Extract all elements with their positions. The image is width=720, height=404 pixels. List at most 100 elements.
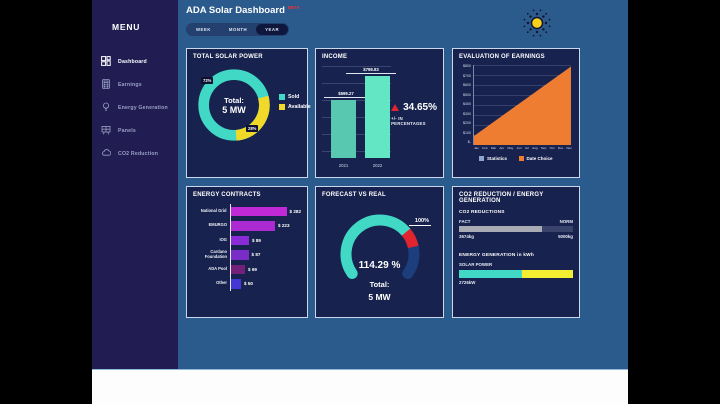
donut-center-text: Total: 5 MW: [222, 95, 246, 115]
main-area: ADA Solar Dashboard BETA WEEK MONTH YEAR: [178, 0, 628, 369]
grid-icon: [101, 53, 111, 71]
date-choice-swatch: [519, 156, 524, 161]
contract-row-other: Other $ 50: [193, 276, 301, 291]
bottom-white-strip: [92, 369, 628, 404]
earnings-area-chart: [473, 65, 571, 145]
gauge-total-label: Total:: [369, 280, 390, 289]
contract-row-ada-pool: ADA Pool $ 69: [193, 262, 301, 277]
menu-list: Dashboard Earnings Energy Generation: [92, 50, 178, 165]
fact-value: 3674kg: [459, 234, 474, 239]
income-bar-2021: [331, 100, 356, 158]
bar-cardano-foundation: [231, 250, 249, 260]
gauge-total-value: 5 MW: [368, 292, 391, 302]
solar-donut-chart: Total: 5 MW 72% 28%: [193, 64, 275, 146]
increase-triangle-icon: [391, 104, 400, 111]
sidebar-item-label: Energy Generation: [118, 104, 168, 111]
legend-item-sold[interactable]: Sold: [279, 94, 311, 100]
panel-title: ENERGY CONTRACTS: [193, 192, 261, 198]
energy-generation-title: ENERGY GENERATION in kWh: [459, 253, 534, 258]
period-tabs: WEEK MONTH YEAR: [186, 23, 290, 36]
sidebar-item-dashboard[interactable]: Dashboard: [92, 50, 178, 73]
income-change-note: +/- IN PERCENTAGES: [391, 116, 426, 126]
cloud-icon: [101, 145, 112, 163]
co2-reductions-title: CO2 REDUCTIONS: [459, 210, 505, 215]
bulb-icon: [101, 99, 111, 117]
page-title: ADA Solar Dashboard BETA: [186, 5, 300, 16]
solar-power-label: SOLAR POWER: [459, 262, 493, 267]
legend-item-statistics[interactable]: Statistics: [479, 156, 507, 161]
available-percent-label: 28%: [246, 125, 259, 132]
bar-other: [231, 279, 241, 289]
solar-power-value-row: 2726kW: [459, 280, 573, 285]
cardano-sun-icon: [518, 8, 556, 45]
sold-swatch: [279, 94, 285, 100]
dashboard-window: MENU Dashboard Earnings Energ: [92, 0, 628, 369]
income-change-block: 34.65% +/- IN PERCENTAGES: [391, 60, 437, 168]
panel-evaluation-of-earnings: EVALUATION OF EARNINGS $800 $700 $600 $5…: [452, 48, 580, 178]
contract-row-national-grid: National Grid $ 282: [193, 204, 301, 219]
sold-percent-label: 72%: [201, 77, 214, 84]
sidebar-item-label: Dashboard: [118, 58, 147, 65]
panel-title: INCOME: [322, 54, 348, 60]
co2-progress-bar: [459, 226, 573, 232]
earnings-legend: Statistics Date Choice: [459, 156, 573, 161]
sidebar-item-co2-reduction[interactable]: CO2 Reduction: [92, 142, 178, 165]
forecast-gauge-chart: 100% 114.29 % Total: 5 MW: [322, 198, 437, 316]
sidebar-item-earnings[interactable]: Earnings: [92, 73, 178, 96]
tab-week[interactable]: WEEK: [196, 27, 211, 32]
contract-row-cardano-foundation: Cardano Foundation $ 87: [193, 247, 301, 262]
bar-iog: [231, 235, 249, 245]
x-label-2022: 2022: [372, 163, 383, 168]
sidebar-item-label: Panels: [118, 127, 136, 134]
tab-year[interactable]: YEAR: [256, 24, 289, 35]
norm-label: NORM: [559, 219, 573, 224]
sidebar-item-panels[interactable]: Panels: [92, 119, 178, 142]
x-label-2021: 2021: [338, 163, 349, 168]
panel-energy-contracts: ENERGY CONTRACTS National Grid $ 282 EMU…: [186, 186, 308, 318]
available-swatch: [279, 104, 285, 110]
menu-title: MENU: [112, 22, 141, 32]
legend-item-date-choice[interactable]: Date Choice: [519, 156, 553, 161]
sidebar: MENU Dashboard Earnings Energ: [92, 0, 178, 369]
fact-label: FACT: [459, 219, 471, 224]
panel-co2-energy-generation: CO2 REDUCTION / ENERGY GENERATION CO2 RE…: [452, 186, 580, 318]
sidebar-item-label: Earnings: [118, 81, 142, 88]
solar-power-bar: [459, 270, 573, 278]
norm-value: 5000kg: [558, 234, 573, 239]
panel-title: CO2 REDUCTION / ENERGY GENERATION: [459, 192, 544, 204]
bar-national-grid: [230, 206, 287, 216]
solar-bar-yellow: [521, 270, 573, 278]
co2-progress-fill: [459, 226, 543, 232]
panel-title: EVALUATION OF EARNINGS: [459, 54, 545, 60]
earnings-x-axis: Jan Feb Mar Apr May Jun Jul Aug Sep Oct …: [474, 146, 572, 150]
gauge-100-marker: 100%: [408, 218, 431, 226]
statistics-swatch: [479, 156, 484, 161]
contract-row-iog: IOG $ 89: [193, 233, 301, 248]
income-change-percent: 34.65%: [403, 102, 437, 113]
legend-item-available[interactable]: Available: [279, 104, 311, 110]
beta-badge: BETA: [287, 5, 300, 10]
panel-forecast-vs-real: FORECAST VS REAL 100% 114.29 % Total: 5 …: [315, 186, 444, 318]
panel-total-solar-power: TOTAL SOLAR POWER Total: 5 MW 72% 28%: [186, 48, 311, 178]
panel-title: TOTAL SOLAR POWER: [193, 54, 263, 60]
solar-legend: Sold Available: [279, 94, 311, 146]
tab-month[interactable]: MONTH: [228, 27, 248, 32]
contracts-bar-chart: National Grid $ 282 EMURGO $ 223 IOG $ 8…: [193, 204, 301, 291]
calculator-icon: [101, 76, 111, 94]
gauge-value: 114.29 %: [358, 260, 401, 271]
income-bar-2022: [365, 76, 390, 158]
sidebar-item-energy-generation[interactable]: Energy Generation: [92, 96, 178, 119]
panel-title: FORECAST VS REAL: [322, 192, 386, 198]
earnings-y-axis: $800 $700 $600 $500 $400 $300 $200 $100 …: [463, 64, 471, 145]
co2-values-row: 3674kg 5000kg: [459, 234, 573, 239]
bar-value-2022: $798.83: [346, 67, 396, 74]
bar-ada-pool: [231, 264, 245, 274]
panel-icon: [101, 122, 111, 140]
solar-bar-teal: [459, 270, 522, 278]
contract-row-emurgo: EMURGO $ 223: [193, 218, 301, 233]
bar-emurgo: [231, 221, 275, 231]
sidebar-item-label: CO2 Reduction: [118, 150, 159, 157]
fact-norm-row: FACT NORM: [459, 219, 573, 224]
bar-value-2021: $599.27: [324, 91, 368, 98]
panel-income: INCOME $599.27 $798.83 2021 2022 34.65% …: [315, 48, 444, 178]
